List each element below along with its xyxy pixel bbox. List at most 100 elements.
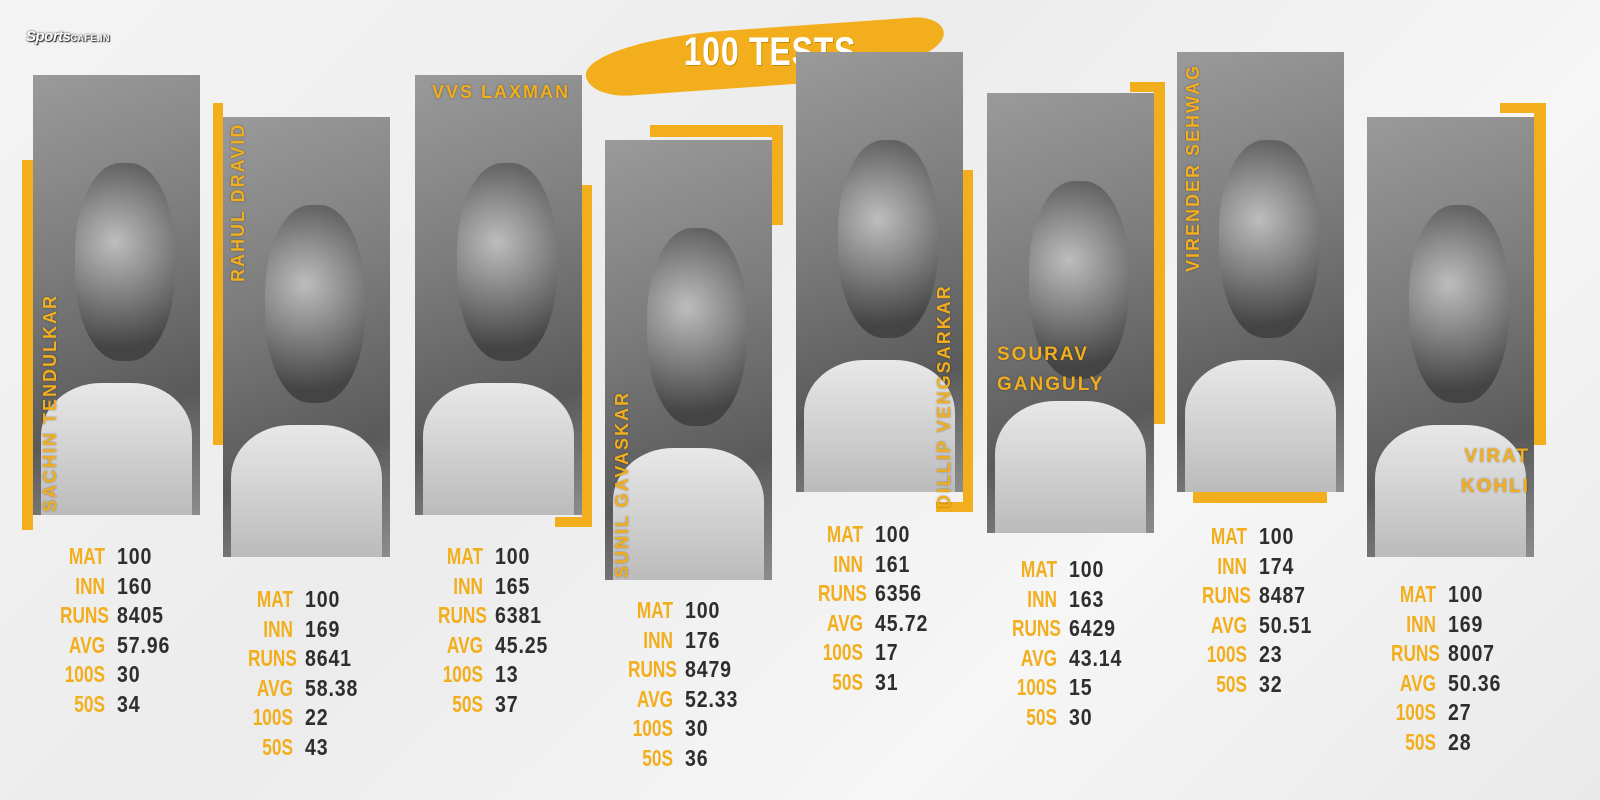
player-photo <box>223 117 390 557</box>
stat-row: INN 161 <box>803 550 938 580</box>
stat-value: 100 <box>305 586 341 613</box>
accent-bar <box>1154 82 1165 424</box>
stat-value: 100 <box>875 521 911 548</box>
stat-label: MAT <box>1399 581 1436 608</box>
stat-row: 100S 27 <box>1376 698 1511 728</box>
accent-bar <box>213 103 223 445</box>
stat-label: MAT <box>826 521 863 548</box>
stat-row: MAT 100 <box>997 555 1132 585</box>
stat-label: AVG <box>68 631 105 658</box>
player-face <box>646 228 747 426</box>
stat-label: INN <box>833 550 863 577</box>
stat-row: INN 174 <box>1187 552 1322 582</box>
accent-bar <box>1534 103 1546 445</box>
stat-row: AVG 52.33 <box>613 685 748 715</box>
stat-row: INN 163 <box>997 585 1132 615</box>
stat-row: RUNS 6381 <box>423 601 558 631</box>
stat-row: AVG 43.14 <box>997 644 1132 674</box>
stat-value: 31 <box>875 668 899 695</box>
stat-label: 100S <box>1395 699 1436 726</box>
stat-row: 100S 15 <box>997 673 1132 703</box>
stat-row: RUNS 8487 <box>1187 581 1322 611</box>
stat-value: 165 <box>495 572 531 599</box>
stat-label: RUNS <box>628 656 677 683</box>
stat-label: INN <box>1027 585 1057 612</box>
stat-row: RUNS 8405 <box>45 601 180 631</box>
stat-row: 50S 30 <box>997 703 1132 733</box>
player-stats: MAT 100 INN 176 RUNS 8479 AVG 52.33 100S 30 50S 36 <box>613 596 748 773</box>
stat-row: MAT 100 <box>1376 580 1511 610</box>
player-name: SACHIN TENDULKAR <box>40 294 60 512</box>
stat-row: RUNS 8479 <box>613 655 748 685</box>
stat-label: 100S <box>632 715 673 742</box>
stat-row: MAT 100 <box>233 585 368 615</box>
player-face <box>74 163 175 361</box>
player-photo <box>1177 52 1344 492</box>
stat-row: MAT 100 <box>423 542 558 572</box>
stat-row: RUNS 8641 <box>233 644 368 674</box>
stat-row: MAT 100 <box>1187 522 1322 552</box>
player-name: RAHUL DRAVID <box>228 122 248 282</box>
stat-value: 100 <box>685 597 721 624</box>
stat-row: 100S 30 <box>45 660 180 690</box>
stat-label: MAT <box>68 543 105 570</box>
accent-bar <box>1130 82 1165 92</box>
stat-value: 45.72 <box>875 609 929 636</box>
stat-row: MAT 100 <box>45 542 180 572</box>
player-body <box>41 383 192 515</box>
stat-value: 27 <box>1448 699 1472 726</box>
player-photo <box>33 75 200 515</box>
stat-row: AVG 45.25 <box>423 631 558 661</box>
stat-value: 57.96 <box>117 631 171 658</box>
stat-value: 8487 <box>1259 582 1306 609</box>
stat-value: 22 <box>305 704 329 731</box>
player-stats: MAT 100 INN 174 RUNS 8487 AVG 50.51 100S 23 50S 32 <box>1187 522 1322 699</box>
accent-bar <box>1500 103 1546 113</box>
player-photo <box>605 140 772 580</box>
stat-value: 37 <box>495 690 519 717</box>
stat-value: 160 <box>117 572 153 599</box>
stat-row: 50S 43 <box>233 733 368 763</box>
stat-row: INN 169 <box>1376 610 1511 640</box>
stat-value: 32 <box>1259 670 1283 697</box>
stat-label: MAT <box>1020 556 1057 583</box>
stat-row: 100S 13 <box>423 660 558 690</box>
player-stats: MAT 100 INN 165 RUNS 6381 AVG 45.25 100S 13 50S 37 <box>423 542 558 719</box>
stat-row: 50S 37 <box>423 690 558 720</box>
stat-label: AVG <box>1399 669 1436 696</box>
player-body <box>1185 360 1336 492</box>
stat-value: 30 <box>1069 703 1093 730</box>
player-body <box>613 448 764 580</box>
stat-value: 100 <box>1259 523 1295 550</box>
accent-bar <box>936 502 973 512</box>
stat-row: INN 165 <box>423 572 558 602</box>
stat-value: 6381 <box>495 602 542 629</box>
player-name: VIRENDER SEHWAG <box>1183 63 1203 272</box>
stat-row: 50S 36 <box>613 744 748 774</box>
stat-row: MAT 100 <box>803 520 938 550</box>
stat-label: AVG <box>446 631 483 658</box>
stat-value: 15 <box>1069 674 1093 701</box>
stat-label: INN <box>643 626 673 653</box>
player-name: DILLIP VENGSARKAR <box>934 284 954 508</box>
player-body <box>804 360 955 492</box>
stat-row: 100S 22 <box>233 703 368 733</box>
stat-value: 50.51 <box>1259 611 1313 638</box>
stat-label: RUNS <box>438 602 487 629</box>
stat-row: RUNS 8007 <box>1376 639 1511 669</box>
stat-label: MAT <box>636 597 673 624</box>
stat-value: 100 <box>495 543 531 570</box>
stat-value: 30 <box>117 661 141 688</box>
player-face <box>456 163 557 361</box>
accent-bar <box>1193 492 1327 503</box>
stat-label: RUNS <box>818 580 867 607</box>
stat-value: 8641 <box>305 645 352 672</box>
stat-value: 161 <box>875 550 911 577</box>
stat-label: 50S <box>1216 670 1247 697</box>
stat-value: 8007 <box>1448 640 1495 667</box>
stat-label: MAT <box>1210 523 1247 550</box>
stat-row: RUNS 6356 <box>803 579 938 609</box>
stat-label: 100S <box>64 661 105 688</box>
stat-value: 34 <box>117 690 141 717</box>
player-photo <box>415 75 582 515</box>
